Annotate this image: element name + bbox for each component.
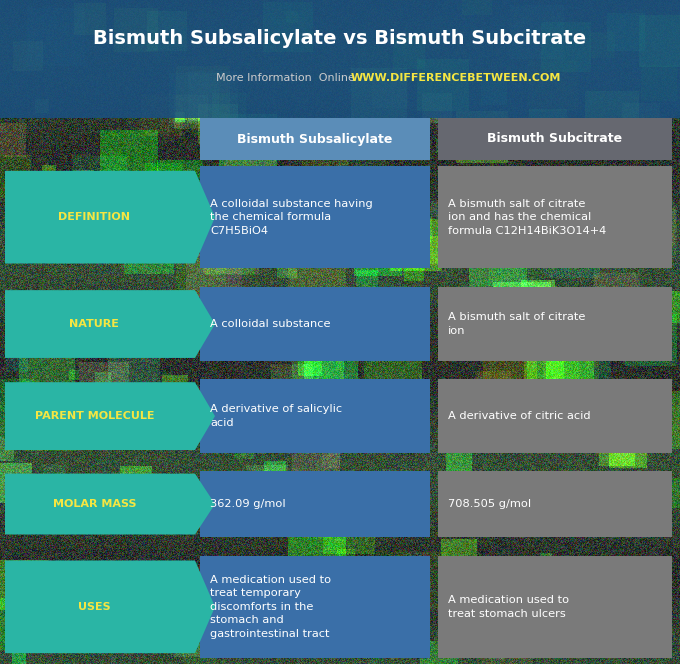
FancyBboxPatch shape — [200, 167, 430, 268]
FancyBboxPatch shape — [438, 167, 672, 268]
Polygon shape — [5, 171, 215, 264]
FancyBboxPatch shape — [0, 0, 680, 118]
Text: PARENT MOLECULE: PARENT MOLECULE — [35, 411, 154, 421]
Text: A medication used to
treat stomach ulcers: A medication used to treat stomach ulcer… — [448, 595, 569, 619]
Text: A colloidal substance: A colloidal substance — [210, 319, 330, 329]
Polygon shape — [5, 382, 215, 450]
Text: Bismuth Subsalicylate vs Bismuth Subcitrate: Bismuth Subsalicylate vs Bismuth Subcitr… — [93, 29, 587, 48]
Polygon shape — [5, 290, 215, 358]
Text: NATURE: NATURE — [69, 319, 119, 329]
FancyBboxPatch shape — [438, 471, 672, 537]
FancyBboxPatch shape — [200, 379, 430, 454]
Polygon shape — [5, 560, 215, 653]
Text: A bismuth salt of citrate
ion and has the chemical
formula C12H14BiK3O14+4: A bismuth salt of citrate ion and has th… — [448, 199, 607, 236]
Text: DEFINITION: DEFINITION — [58, 212, 131, 222]
FancyBboxPatch shape — [438, 379, 672, 454]
Text: USES: USES — [78, 602, 111, 612]
Text: More Information  Online: More Information Online — [216, 73, 355, 83]
Text: Bismuth Subsalicylate: Bismuth Subsalicylate — [237, 133, 392, 145]
Text: A bismuth salt of citrate
ion: A bismuth salt of citrate ion — [448, 312, 585, 336]
Text: A medication used to
treat temporary
discomforts in the
stomach and
gastrointest: A medication used to treat temporary dis… — [210, 574, 331, 639]
Text: 708.505 g/mol: 708.505 g/mol — [448, 499, 531, 509]
Text: MOLAR MASS: MOLAR MASS — [52, 499, 136, 509]
FancyBboxPatch shape — [200, 471, 430, 537]
FancyBboxPatch shape — [438, 556, 672, 657]
Text: A derivative of salicylic
acid: A derivative of salicylic acid — [210, 404, 342, 428]
FancyBboxPatch shape — [438, 287, 672, 361]
Text: A colloidal substance having
the chemical formula
C7H5BiO4: A colloidal substance having the chemica… — [210, 199, 373, 236]
FancyBboxPatch shape — [438, 118, 672, 160]
Text: A derivative of citric acid: A derivative of citric acid — [448, 411, 591, 421]
Text: WWW.DIFFERENCEBETWEEN.COM: WWW.DIFFERENCEBETWEEN.COM — [350, 73, 561, 83]
FancyBboxPatch shape — [200, 118, 430, 160]
FancyBboxPatch shape — [200, 287, 430, 361]
FancyBboxPatch shape — [200, 556, 430, 657]
Polygon shape — [5, 473, 215, 535]
Text: Bismuth Subcitrate: Bismuth Subcitrate — [488, 133, 623, 145]
Text: 362.09 g/mol: 362.09 g/mol — [210, 499, 286, 509]
